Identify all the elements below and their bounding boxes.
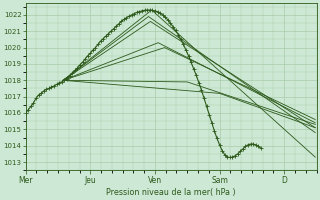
X-axis label: Pression niveau de la mer( hPa ): Pression niveau de la mer( hPa )	[106, 188, 236, 197]
